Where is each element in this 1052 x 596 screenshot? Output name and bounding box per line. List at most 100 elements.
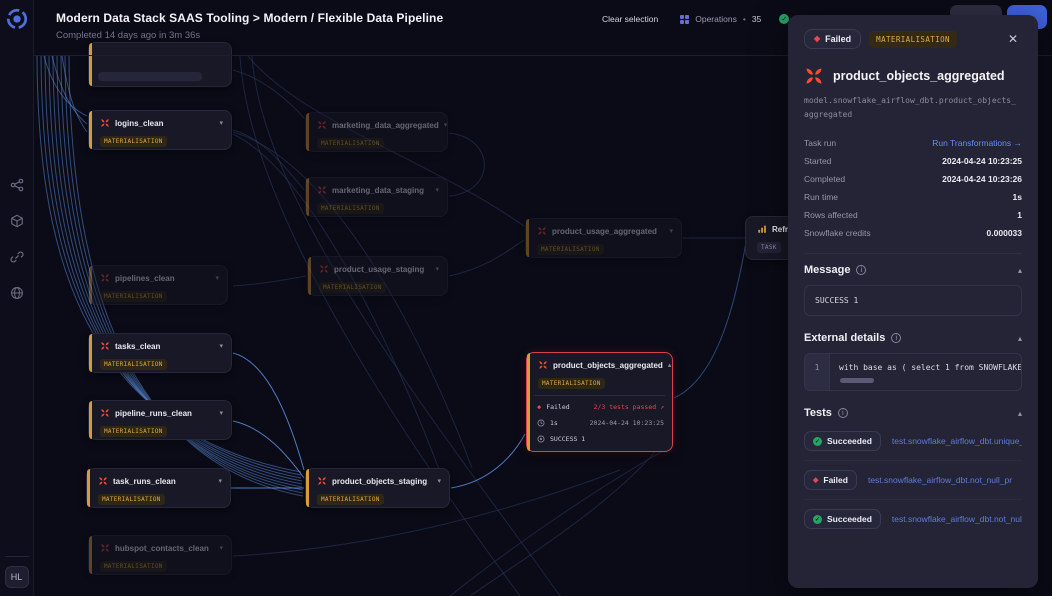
node-label: tasks_clean — [115, 341, 161, 351]
node-logins-clean[interactable]: logins_clean ▾ MATERIALISATION — [88, 110, 232, 150]
chevron-down-icon[interactable]: ▾ — [219, 544, 223, 552]
collapse-section-icon[interactable]: ▴ — [1017, 408, 1022, 418]
materialisation-badge: MATERIALISATION — [100, 426, 167, 437]
chevron-down-icon[interactable]: ▾ — [219, 342, 223, 350]
operations-label: Operations — [695, 14, 737, 24]
chevron-up-icon[interactable]: ▴ — [667, 361, 672, 369]
test-link[interactable]: test.snowflake_airflow_dbt.not_null_pr — [867, 475, 1013, 485]
materialisation-badge: MATERIALISATION — [100, 291, 167, 302]
chevron-down-icon[interactable]: ▾ — [437, 477, 441, 485]
failed-diamond-icon: ◆ — [814, 34, 821, 43]
detail-value: 1s — [1012, 192, 1022, 202]
message-content: SUCCESS 1 — [804, 285, 1022, 316]
node-product-usage-aggregated[interactable]: product_usage_aggregated ▾ MATERIALISATI… — [525, 218, 682, 258]
node-label: marketing_data_staging — [332, 185, 425, 195]
detail-value: 0.000033 — [986, 228, 1022, 238]
integrations-cube-icon[interactable] — [10, 214, 24, 228]
node-label: hubspot_contacts_clean — [115, 543, 209, 553]
node-pipelines-clean[interactable]: pipelines_clean ▾ MATERIALISATION — [88, 265, 228, 305]
node-task-runs-clean[interactable]: task_runs_clean ▾ MATERIALISATION — [86, 468, 231, 508]
chevron-down-icon[interactable]: ▾ — [669, 227, 673, 235]
connections-link-icon[interactable] — [9, 250, 24, 264]
operations-grid-icon — [680, 14, 690, 24]
node-divider — [534, 395, 665, 396]
app-logo-icon[interactable] — [6, 8, 28, 30]
collapse-section-icon[interactable]: ▴ — [1017, 333, 1022, 343]
bullet-separator: • — [742, 14, 746, 24]
materialisation-badge: MATERIALISATION — [98, 494, 165, 505]
node-label: pipelines_clean — [115, 273, 175, 283]
dbt-icon — [538, 227, 546, 235]
chevron-down-icon[interactable]: ▾ — [219, 409, 223, 417]
detail-row: Completed 2024-04-24 10:23:26 — [804, 170, 1022, 188]
app-sidebar: HL — [0, 0, 34, 596]
chevron-down-icon[interactable]: ▾ — [435, 265, 439, 273]
node-marketing-data-staging[interactable]: marketing_data_staging ▾ MATERIALISATION — [305, 177, 448, 217]
node-message: SUCCESS 1 — [550, 435, 586, 443]
pipelines-graph-icon[interactable] — [10, 178, 24, 192]
tests-section: Tests i ▴ ✓ Succeeded test.snowflake_air… — [804, 407, 1022, 538]
detail-value: 2024-04-24 10:23:25 — [942, 156, 1022, 166]
test-row: ◆ Failed test.snowflake_airflow_dbt.not_… — [804, 461, 1022, 500]
close-icon[interactable]: ✕ — [1007, 32, 1018, 46]
materialisation-badge: MATERIALISATION — [319, 282, 386, 293]
user-avatar[interactable]: HL — [4, 566, 29, 588]
node-label: product_usage_staging — [334, 264, 425, 274]
clear-selection-button[interactable]: Clear selection — [602, 14, 659, 24]
external-details-title: External details — [804, 332, 886, 344]
node-product-usage-staging[interactable]: product_usage_staging ▾ MATERIALISATION — [307, 256, 448, 296]
external-details-section: External details i ▴ 1 with base as ( se… — [804, 332, 1022, 391]
test-link[interactable]: test.snowflake_airflow_dbt.not_null_pr — [891, 514, 1022, 524]
detail-label: Task run — [804, 138, 837, 148]
node-product-objects-staging[interactable]: product_objects_staging ▾ MATERIALISATIO… — [305, 468, 450, 508]
node-hubspot-contacts-clean[interactable]: hubspot_contacts_clean ▾ MATERIALISATION — [88, 535, 232, 575]
detail-row: Started 2024-04-24 10:23:25 — [804, 152, 1022, 170]
node-partial-top[interactable] — [88, 42, 232, 87]
detail-row: Run time 1s — [804, 188, 1022, 206]
node-timestamp: 2024-04-24 10:23:25 — [589, 419, 664, 427]
failed-diamond-icon: ◆ — [537, 402, 542, 411]
test-status-chip: ✓ Succeeded — [804, 509, 881, 529]
node-status-label: Failed — [546, 403, 570, 411]
node-marketing-data-aggregated[interactable]: marketing_data_aggregated ▾ MATERIALISAT… — [305, 112, 448, 152]
chevron-down-icon[interactable]: ▾ — [435, 186, 439, 194]
run-header: Modern Data Stack SAAS Tooling > Modern … — [34, 0, 1052, 56]
chevron-down-icon[interactable]: ▾ — [218, 477, 222, 485]
status-circle-icon — [537, 435, 545, 443]
materialisation-badge: MATERIALISATION — [317, 494, 384, 505]
chevron-down-icon[interactable]: ▾ — [219, 119, 223, 127]
message-section: Message i ▴ SUCCESS 1 — [804, 253, 1022, 316]
node-tasks-clean[interactable]: tasks_clean ▾ MATERIALISATION — [88, 333, 232, 373]
chevron-down-icon[interactable]: ▾ — [215, 274, 219, 282]
node-pipeline-runs-clean[interactable]: pipeline_runs_clean ▾ MATERIALISATION — [88, 400, 232, 440]
test-row: ✓ Succeeded test.snowflake_airflow_dbt.u… — [804, 422, 1022, 461]
detail-label: Rows affected — [804, 210, 858, 220]
info-icon: i — [891, 333, 902, 343]
node-skeleton-pill — [98, 72, 202, 81]
chevron-down-icon[interactable]: ▾ — [443, 121, 448, 129]
dbt-icon — [539, 361, 547, 369]
succeeded-check-icon: ✓ — [813, 514, 822, 524]
detail-label: Started — [804, 156, 832, 166]
tests-summary-link[interactable]: 2/3 tests passed ↗ — [593, 403, 664, 411]
dbt-icon — [320, 265, 328, 273]
horizontal-scrollbar-thumb[interactable] — [840, 378, 874, 383]
test-link[interactable]: test.snowflake_airflow_dbt.unique_pro — [891, 436, 1022, 446]
failed-diamond-icon: ◆ — [813, 476, 819, 484]
dag-edges-layer — [36, 56, 747, 596]
detail-value: 2024-04-24 10:23:26 — [942, 174, 1022, 184]
clock-icon — [537, 419, 545, 427]
node-product-objects-aggregated-selected[interactable]: product_objects_aggregated ▴ MATERIALISA… — [526, 352, 673, 452]
detail-row: Rows affected 1 — [804, 206, 1022, 224]
node-label: logins_clean — [115, 118, 164, 128]
dbt-icon — [806, 68, 822, 84]
web-globe-icon[interactable] — [10, 286, 24, 300]
dbt-icon — [101, 409, 109, 417]
panel-title: product_objects_aggregated — [833, 69, 1005, 83]
collapse-section-icon[interactable]: ▴ — [1017, 265, 1022, 275]
detail-label: Run time — [804, 192, 839, 202]
status-chip-label: Failed — [825, 34, 852, 44]
task-run-link[interactable]: Run Transformations → — [932, 138, 1022, 148]
test-row: ✓ Succeeded test.snowflake_airflow_dbt.n… — [804, 500, 1022, 538]
detail-label: Snowflake credits — [804, 228, 871, 238]
